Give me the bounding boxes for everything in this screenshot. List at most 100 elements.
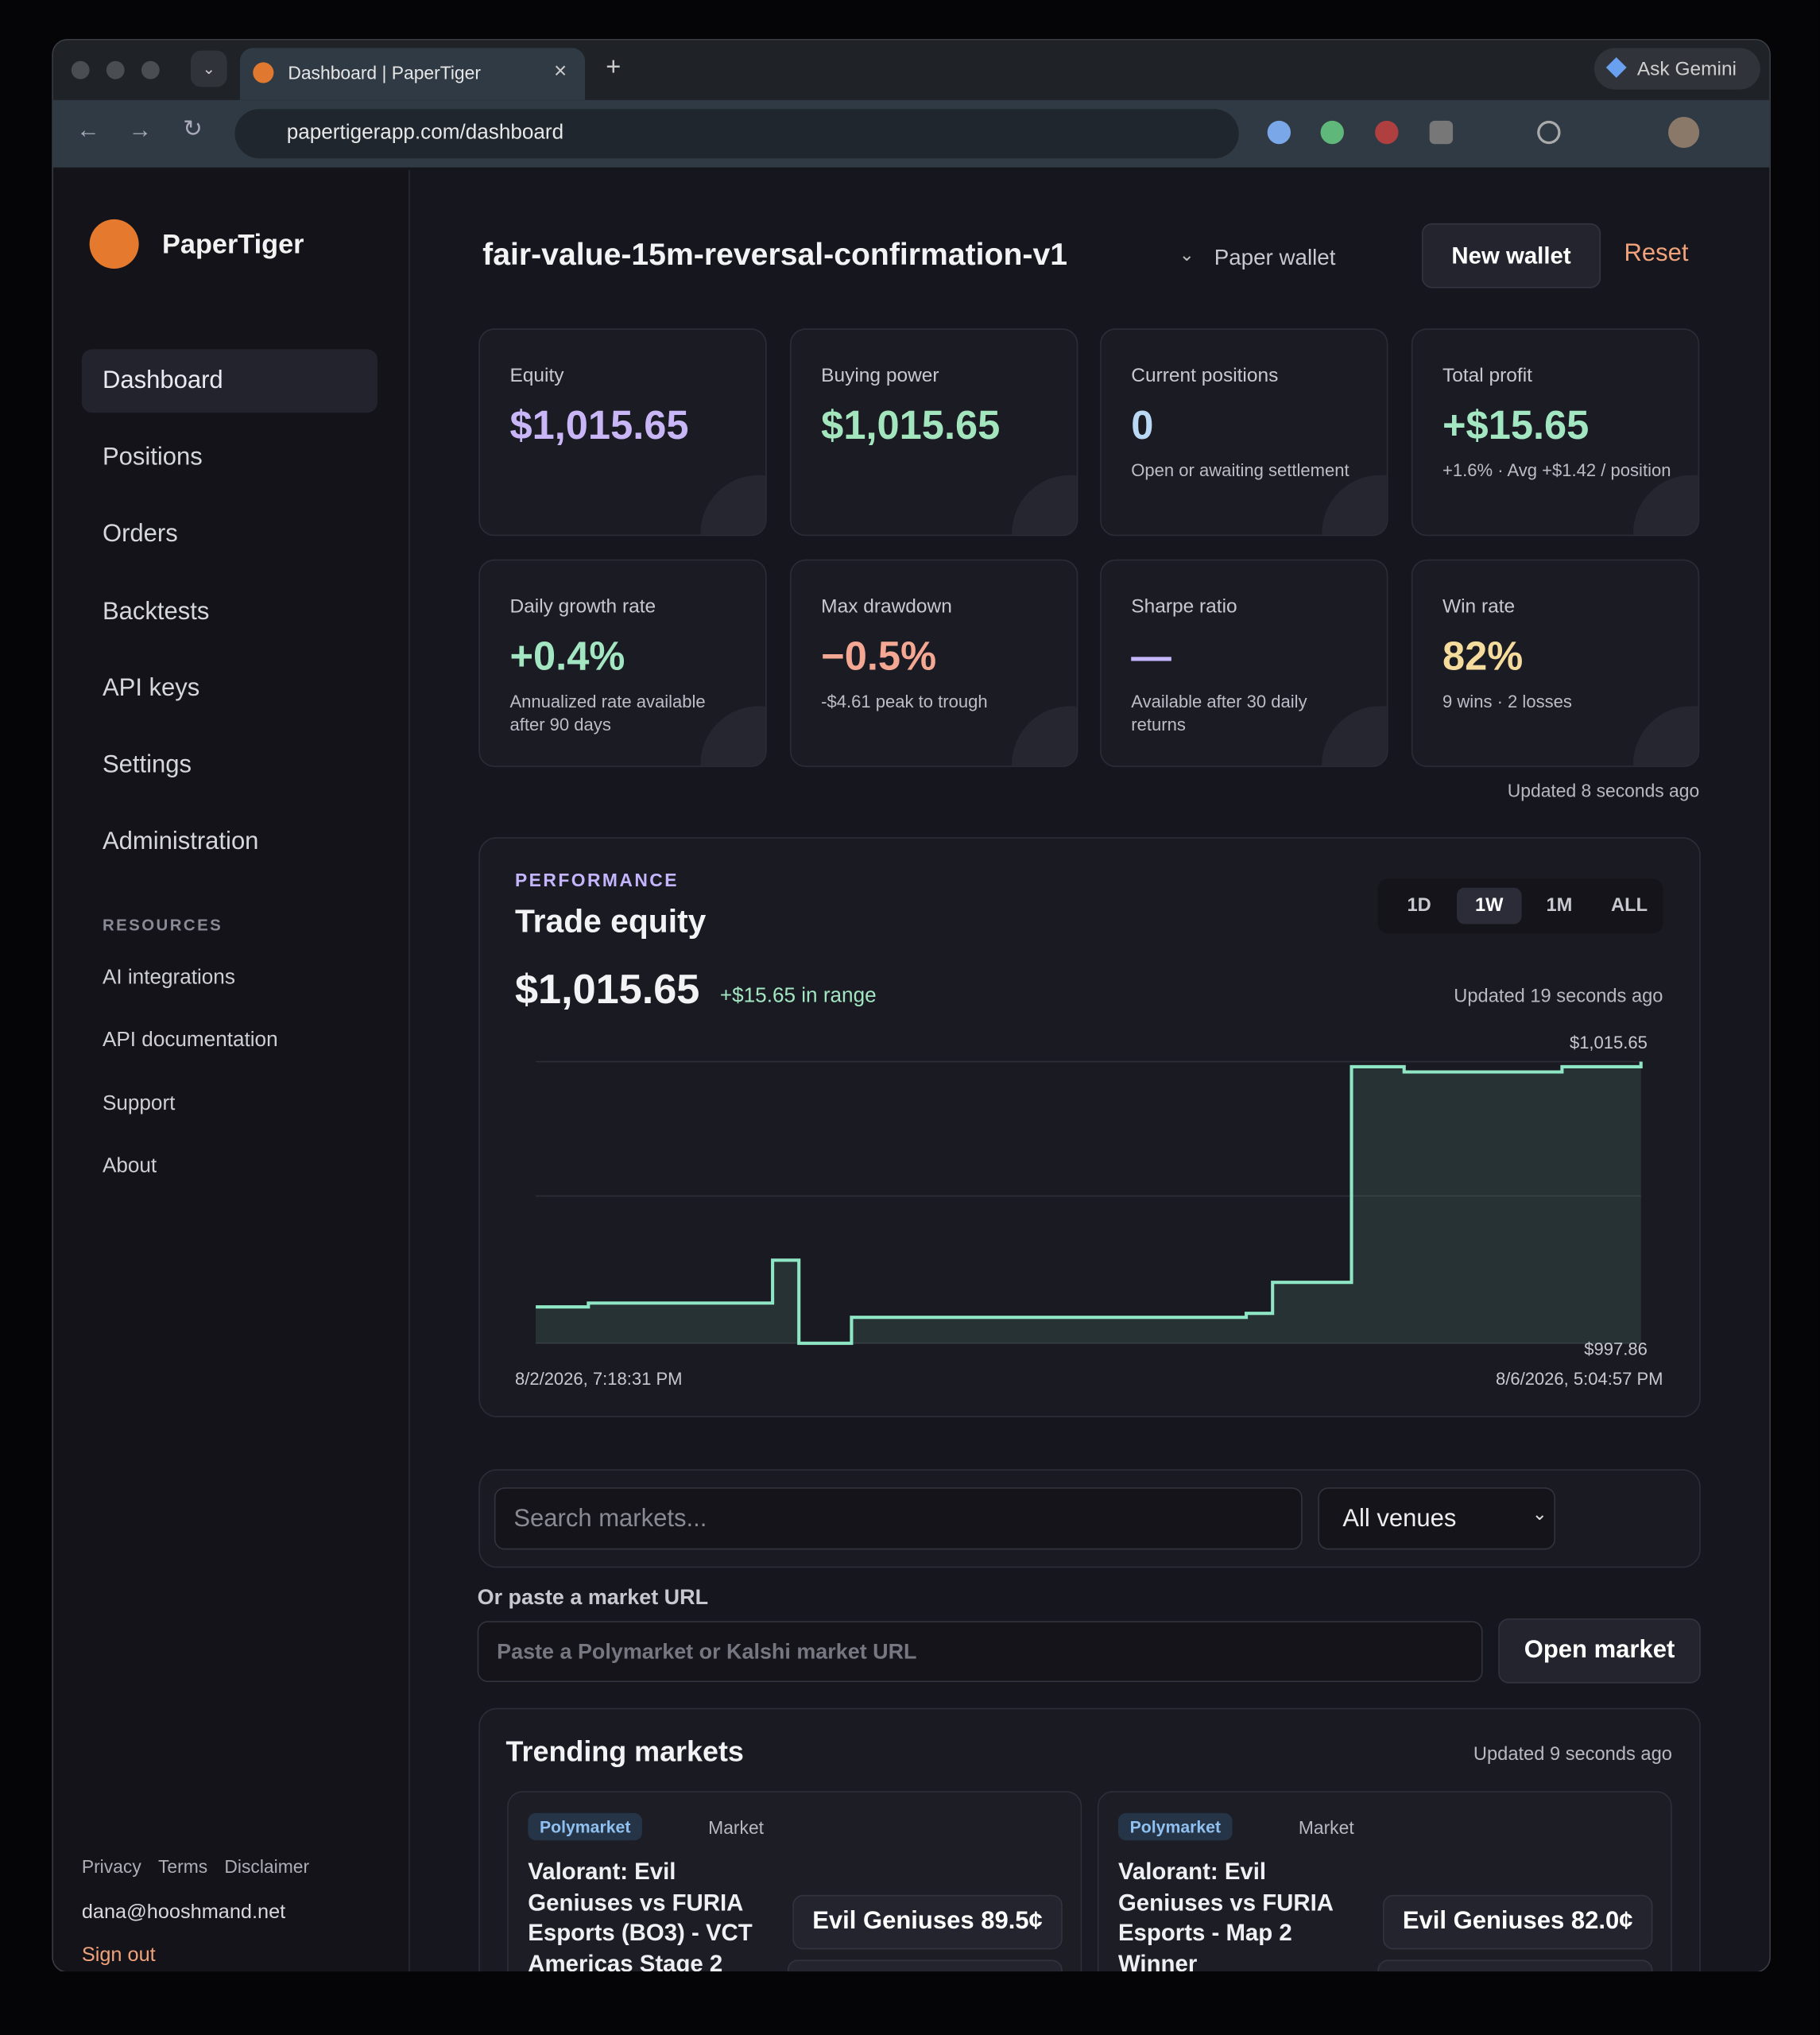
nav-item[interactable]: Administration [102, 828, 259, 856]
brand: PaperTiger [162, 229, 304, 260]
outcome-button[interactable]: Evil Geniuses 89.5¢ [792, 1894, 1063, 1950]
close-dot[interactable] [71, 60, 90, 79]
email: dana@hooshmand.net [81, 1901, 286, 1924]
sidebar: PaperTiger RESOURCES Privacy Terms Disclai… [52, 169, 410, 1972]
stat-value: $1,015.65 [821, 402, 1001, 448]
stat-sub: +1.6% · Avg +$1.42 / position [1442, 460, 1671, 481]
forward[interactable]: → [128, 116, 152, 143]
performance-panel [478, 837, 1701, 1417]
ext[interactable] [1267, 120, 1291, 145]
resource-link[interactable]: API documentation [102, 1029, 278, 1052]
chart-updated: Updated 19 seconds ago [1454, 986, 1663, 1007]
market-card[interactable]: Polymarket Market Valorant: Evil Geniuses … [507, 1791, 1082, 2014]
resources-heading: RESOURCES [102, 916, 223, 935]
ext[interactable] [1375, 120, 1399, 145]
min-dot[interactable] [106, 60, 125, 79]
wallet-title: fair-value-15m-reversal-confirmation-v1 [482, 237, 1068, 273]
nav-item[interactable]: Backtests [102, 598, 210, 626]
range-button[interactable]: ALL [1611, 895, 1648, 917]
stat-label: Buying power [821, 364, 939, 387]
card-blob [1632, 475, 1698, 535]
stat-card: Max drawdown −0.5% -$4.61 peak to trough [790, 559, 1078, 767]
market-card[interactable]: Polymarket Market Valorant: Evil Geniuses … [1097, 1791, 1672, 2014]
venue-select[interactable]: All venues [1318, 1487, 1556, 1550]
footer-link[interactable]: Terms [157, 1855, 208, 1877]
url: papertigerapp.com/dashboard [286, 122, 564, 145]
venue-badge: Polymarket [528, 1812, 643, 1841]
stat-label: Equity [509, 364, 564, 387]
logo [89, 219, 139, 269]
reset[interactable]: Reset [1624, 240, 1689, 268]
nav-item[interactable]: Settings [102, 751, 192, 779]
assistant-button[interactable]: Ask Gemini [1593, 48, 1760, 90]
chevron[interactable]: ⌄ [1179, 243, 1195, 266]
stat-label: Max drawdown [821, 595, 952, 618]
new-wallet[interactable]: New wallet [1421, 223, 1601, 289]
stat-card: Equity $1,015.65 [478, 328, 767, 537]
ext[interactable] [1320, 120, 1344, 145]
new-tab[interactable]: + [606, 52, 622, 82]
stat-card: Buying power $1,015.65 [790, 328, 1078, 537]
resource-link[interactable]: About [102, 1154, 157, 1177]
market-kind: Market [708, 1816, 765, 1838]
x-label: 8/2/2026, 7:18:31 PM [515, 1369, 682, 1389]
reload[interactable]: ↻ [183, 115, 203, 141]
y-tick-label: $997.86 [1584, 1339, 1648, 1359]
ext[interactable] [1429, 120, 1454, 145]
range-button[interactable]: 1W [1456, 887, 1522, 924]
nav-item[interactable]: Positions [102, 444, 203, 471]
url-box[interactable]: papertigerapp.com/dashboard [234, 109, 1239, 159]
search-input[interactable]: Search markets... [494, 1487, 1303, 1550]
trending-updated: Updated 9 seconds ago [1473, 1744, 1672, 1766]
resource-link[interactable]: AI integrations [102, 967, 235, 990]
stat-sub: Open or awaiting settlement [1131, 460, 1350, 481]
favicon [253, 62, 274, 83]
nav-item[interactable]: API keys [102, 674, 200, 702]
stat-label: Current positions [1131, 364, 1279, 387]
range-button[interactable]: 1D [1407, 895, 1431, 917]
wallet-type[interactable]: Paper wallet [1214, 245, 1336, 270]
tab-close[interactable]: × [553, 58, 567, 83]
change: +$15.65 in range [719, 985, 877, 1007]
stat-value: — [1131, 633, 1171, 679]
card-blob [1632, 706, 1698, 766]
back[interactable]: ← [76, 116, 100, 143]
tab-list[interactable]: ⌄ [190, 50, 227, 87]
ext[interactable] [1537, 120, 1561, 145]
trending-title: Trending markets [505, 1735, 744, 1768]
range-button[interactable]: 1M [1546, 895, 1573, 917]
nav-item[interactable]: Orders [102, 521, 178, 548]
venue-badge: Polymarket [1117, 1812, 1233, 1841]
url-input[interactable]: Paste a Polymarket or Kalshi market URL [477, 1621, 1483, 1682]
tab[interactable]: Dashboard | PaperTiger × [239, 48, 586, 100]
y-tick-label: $1,015.65 [1570, 1033, 1648, 1052]
stat-card: Current positions 0 Open or awaiting settl… [1100, 328, 1388, 537]
market-title: Valorant: Evil Geniuses vs FURIA Esports… [1117, 1859, 1333, 1976]
card-blob [1012, 475, 1077, 535]
stat-card: Sharpe ratio — Available after 30 daily re… [1100, 559, 1388, 767]
stat-label: Total profit [1442, 364, 1532, 387]
range-group: 1D 1W 1M ALL [1377, 878, 1663, 933]
avatar[interactable] [1668, 116, 1700, 149]
card-blob [700, 475, 765, 535]
tab-bar: ⌄ Dashboard | PaperTiger × + Ask Gemini [52, 40, 1770, 100]
stat-label: Win rate [1442, 595, 1516, 618]
select-caret: ⌄ [1532, 1502, 1547, 1524]
open-market[interactable]: Open market [1498, 1618, 1701, 1684]
stat-value: −0.5% [821, 633, 937, 679]
stat-value: +$15.65 [1442, 402, 1590, 448]
resource-link[interactable]: Support [102, 1092, 176, 1114]
footer-links: Privacy Terms Disclaimer [82, 1856, 326, 1877]
footer-link[interactable]: Privacy [81, 1855, 141, 1877]
sign-out[interactable]: Sign out [81, 1944, 156, 1967]
area [536, 1061, 1641, 1343]
stat-sub: -$4.61 peak to trough [821, 692, 988, 711]
nav-item[interactable]: Dashboard [81, 349, 378, 413]
outcome-button[interactable]: Evil Geniuses 82.0¢ [1382, 1894, 1653, 1950]
chart-title: Trade equity [514, 903, 707, 940]
stat-value: +0.4% [509, 633, 625, 679]
max-dot[interactable] [141, 60, 160, 79]
stat-value: $1,015.65 [509, 402, 689, 448]
footer-link[interactable]: Disclaimer [224, 1855, 310, 1877]
